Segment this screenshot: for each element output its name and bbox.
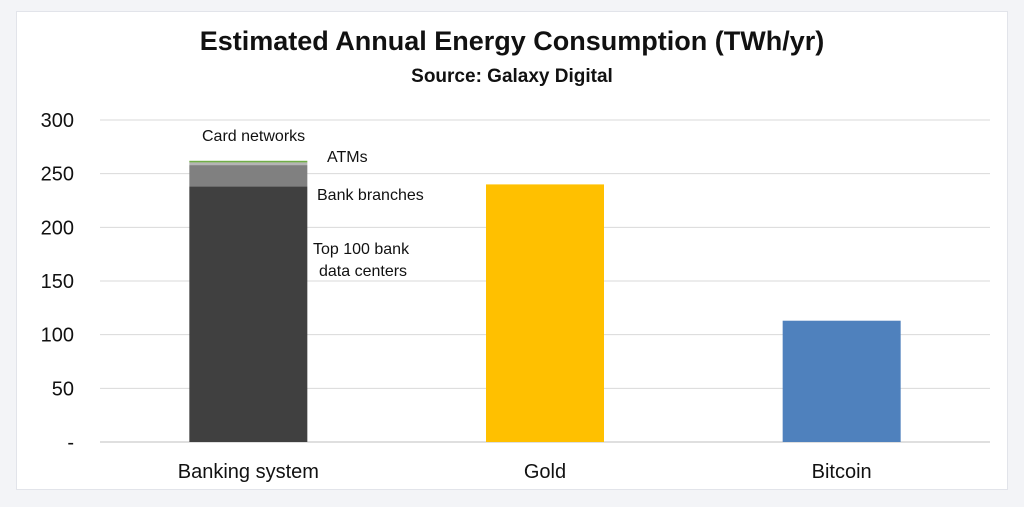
chart-title: Estimated Annual Energy Consumption (TWh…	[200, 26, 825, 56]
bars	[189, 160, 901, 442]
x-tick-label: Banking system	[178, 461, 319, 483]
y-tick-label: 150	[41, 271, 74, 293]
bar	[782, 320, 901, 442]
annotation-label: Top 100 bank	[313, 241, 410, 258]
x-tick-label: Bitcoin	[812, 461, 872, 483]
bar-segment	[189, 186, 308, 442]
annotation-label: Bank branches	[317, 187, 424, 204]
y-tick-label: 250	[41, 164, 74, 186]
bar-segment	[189, 160, 308, 163]
y-tick-label: -	[67, 432, 74, 454]
annotation-label: data centers	[319, 263, 407, 280]
chart-subtitle: Source: Galaxy Digital	[411, 66, 613, 87]
x-axis-ticks: Banking system Gold Bitcoin	[178, 461, 872, 483]
y-tick-label: 50	[52, 378, 74, 400]
annotation-label: ATMs	[327, 149, 368, 166]
y-axis-ticks: - 50 100 150 200 250 300	[41, 110, 74, 454]
y-tick-label: 300	[41, 110, 74, 132]
x-tick-label: Gold	[524, 461, 566, 483]
bar	[486, 184, 604, 442]
bar-segment	[189, 165, 308, 187]
y-tick-label: 100	[41, 325, 74, 347]
y-tick-label: 200	[41, 217, 74, 239]
annotation-label: Card networks	[202, 128, 305, 145]
bar-segment	[189, 162, 308, 166]
annotations: Card networks ATMs Bank branches Top 100 ba…	[202, 128, 424, 280]
